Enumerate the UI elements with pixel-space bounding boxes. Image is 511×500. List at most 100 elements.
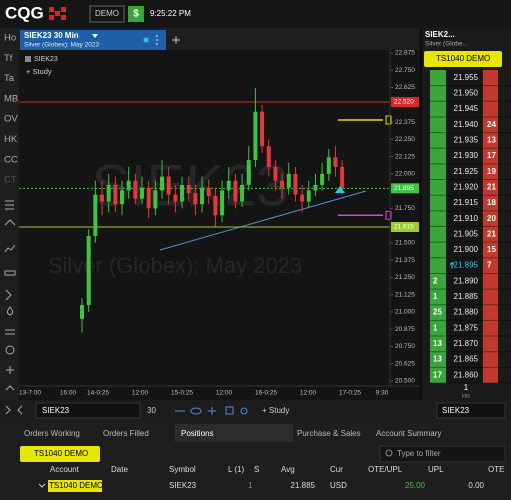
dom-qty[interactable]: 1 — [464, 383, 469, 392]
dom-price[interactable]: 21.880 — [454, 308, 479, 317]
sidebar-item[interactable]: Tf — [4, 53, 13, 64]
dom-price[interactable]: 21.870 — [454, 339, 479, 348]
column-header[interactable]: OTE — [488, 465, 504, 474]
x-tick-label: 13-7:00 — [19, 390, 41, 397]
sidebar-item[interactable]: CT — [4, 175, 17, 186]
ask-size[interactable]: 21 — [487, 182, 496, 191]
ask-size[interactable]: 13 — [487, 136, 496, 145]
ask-size[interactable]: 19 — [487, 167, 496, 176]
dom-price[interactable]: 21.955 — [454, 73, 479, 82]
dom-price[interactable]: 21.930 — [454, 151, 479, 160]
ask-size[interactable]: 21 — [487, 229, 496, 238]
chart-title: SIEK23 30 Min — [24, 31, 79, 40]
dom-price[interactable]: 21.860 — [454, 370, 479, 379]
tab[interactable]: Positions — [181, 429, 213, 438]
toolbar-icon[interactable] — [17, 405, 23, 415]
sidebar-item[interactable]: MB — [4, 93, 18, 104]
bid-size[interactable]: 25 — [433, 308, 442, 317]
filter-input[interactable] — [379, 445, 506, 463]
column-header[interactable]: Cur — [330, 465, 343, 474]
cell-symbol: SIEK23 — [169, 481, 197, 490]
order-handle[interactable] — [385, 115, 392, 125]
candle-body — [180, 184, 185, 202]
cell-avg: 21.885 — [291, 481, 316, 490]
dom-price[interactable]: 21.900 — [454, 245, 479, 254]
sidebar-item[interactable]: OV — [4, 114, 18, 125]
account-button[interactable] — [20, 446, 100, 462]
order-handle[interactable] — [385, 210, 392, 220]
mode-box[interactable] — [89, 5, 125, 23]
column-header[interactable]: Account — [50, 465, 80, 474]
dom-price[interactable]: 21.950 — [454, 89, 479, 98]
tab-menu[interactable] — [92, 34, 98, 38]
add-study[interactable]: + Study — [26, 67, 52, 76]
tab[interactable]: Account Summary — [376, 429, 441, 438]
dom-symbol-input[interactable] — [436, 402, 506, 419]
y-tick-label: 22.250 — [395, 136, 415, 143]
sidebar-icons — [4, 200, 16, 391]
add-tab[interactable] — [172, 36, 180, 44]
dom-price[interactable]: 21.895 — [454, 261, 479, 270]
sidebar-item[interactable]: Ta — [4, 73, 15, 84]
column-header[interactable]: S — [254, 465, 259, 474]
dom-ladder: 21.955 21.950 21.945 21.940 24 21.935 13 21.930… — [430, 70, 511, 384]
column-header[interactable]: L (1) — [228, 465, 244, 474]
y-tick-label: 20.625 — [395, 360, 415, 367]
bid-size[interactable]: 1 — [433, 323, 438, 332]
y-tick-label: 22.125 — [395, 153, 415, 160]
ask-size[interactable]: 20 — [487, 214, 496, 223]
candle-body — [213, 195, 218, 216]
price-level-tag — [391, 222, 419, 233]
dom-price[interactable]: 21.875 — [454, 323, 479, 332]
tab[interactable]: Orders Working — [24, 429, 80, 438]
dom-price[interactable]: 21.915 — [454, 198, 479, 207]
toolbar-icon[interactable] — [5, 405, 11, 415]
sidebar-item[interactable]: HK — [4, 134, 18, 145]
dom-price[interactable]: 21.940 — [454, 120, 479, 129]
dom-tab[interactable]: SIEK2... — [425, 30, 455, 39]
mode: DEMO — [95, 9, 119, 18]
dom-price[interactable]: 21.865 — [454, 355, 479, 364]
interval[interactable]: 30 — [147, 406, 156, 415]
toolbar-study[interactable]: + Study — [262, 406, 289, 415]
dom-price[interactable]: 21.925 — [454, 167, 479, 176]
expand-icon[interactable] — [38, 483, 46, 488]
dom-price[interactable]: 21.890 — [454, 276, 479, 285]
dom-price[interactable]: 21.935 — [454, 136, 479, 145]
candle-body — [246, 160, 251, 185]
dom-price[interactable]: 21.905 — [454, 229, 479, 238]
dom-account-button[interactable] — [424, 51, 502, 67]
ask-size[interactable]: 15 — [487, 245, 496, 254]
dom-price[interactable]: 21.945 — [454, 104, 479, 113]
candle-body — [286, 173, 291, 188]
column-header[interactable]: Avg — [281, 465, 295, 474]
bid-size[interactable]: 13 — [433, 355, 442, 364]
bid-size[interactable]: 1 — [433, 292, 438, 301]
dom-price[interactable]: 21.910 — [454, 214, 479, 223]
dom-price[interactable]: 21.885 — [454, 292, 479, 301]
sidebar-item[interactable]: Ho — [4, 33, 16, 44]
chart-tab[interactable] — [20, 30, 166, 50]
tab[interactable]: Purchase & Sales — [297, 429, 361, 438]
column-header[interactable]: UPL — [428, 465, 444, 474]
bid-size[interactable]: 13 — [433, 339, 442, 348]
bid-size[interactable]: 2 — [433, 276, 438, 285]
dom-price[interactable]: 21.920 — [454, 182, 479, 191]
trend-line[interactable] — [159, 190, 367, 251]
bid-size[interactable]: 17 — [433, 370, 442, 379]
column-header[interactable]: OTE/UPL — [368, 465, 403, 474]
ask-size[interactable]: 18 — [487, 198, 496, 207]
ask-size[interactable]: 17 — [487, 151, 496, 160]
ask-size[interactable]: 7 — [487, 261, 492, 270]
price-level-tag — [391, 97, 419, 108]
ask-size[interactable]: 24 — [487, 120, 496, 129]
tab[interactable]: Orders Filled — [103, 429, 149, 438]
column-header[interactable]: Date — [111, 465, 128, 474]
tab-more[interactable] — [156, 35, 158, 45]
toolbar-tools[interactable] — [175, 406, 248, 415]
column-header[interactable]: Symbol — [169, 465, 196, 474]
symbol-input[interactable] — [35, 402, 141, 419]
last-price-marker — [335, 186, 345, 193]
sidebar-item[interactable]: CC — [4, 154, 18, 165]
currency-button[interactable] — [128, 6, 144, 22]
